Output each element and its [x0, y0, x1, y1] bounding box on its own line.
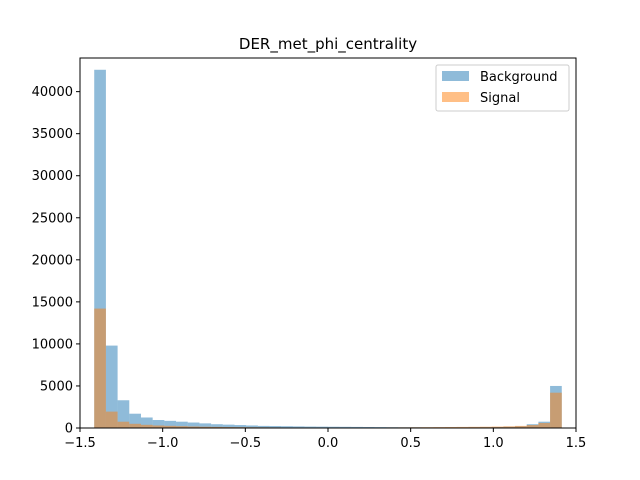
background-bar — [140, 417, 153, 428]
x-tick-label: −0.5 — [230, 436, 262, 451]
legend-swatch-background — [442, 71, 469, 81]
x-axis: −1.5 −1.0 −0.5 0.0 0.5 1.0 1.5 — [64, 428, 586, 451]
background-bar — [269, 426, 282, 428]
background-bar — [222, 424, 235, 428]
background-bar — [304, 426, 317, 428]
x-tick-label: 0.0 — [318, 436, 339, 451]
y-tick-label: 20000 — [32, 253, 73, 268]
signal-bar — [479, 426, 492, 428]
background-bar — [257, 425, 270, 428]
signal-bar — [550, 392, 562, 428]
background-bar — [339, 426, 352, 428]
x-tick-label: 1.0 — [483, 436, 504, 451]
background-bar — [187, 422, 200, 428]
signal-bar — [503, 426, 516, 428]
y-tick-label: 30000 — [32, 169, 73, 184]
legend-swatch-signal — [442, 92, 469, 102]
signal-bar — [129, 423, 141, 428]
y-tick-label: 40000 — [32, 85, 73, 100]
signal-bar — [444, 426, 457, 428]
signal-bar — [538, 422, 551, 428]
background-bar — [164, 420, 177, 428]
background-bar — [117, 400, 130, 428]
y-tick-label: 5000 — [40, 379, 73, 394]
signal-bar — [491, 426, 504, 428]
background-bar — [129, 413, 141, 428]
background-bar — [234, 425, 247, 428]
x-tick-label: −1.5 — [64, 436, 96, 451]
signal-bar — [199, 426, 212, 428]
signal-bar — [152, 425, 165, 428]
chart-title: DER_met_phi_centrality — [239, 35, 417, 54]
background-bar — [199, 423, 212, 428]
background-bar — [281, 426, 293, 428]
background-bar — [176, 421, 188, 428]
background-bar — [292, 426, 305, 428]
background-bar — [351, 426, 364, 428]
legend-box — [435, 64, 570, 112]
background-bar — [105, 345, 118, 428]
y-tick-label: 10000 — [32, 337, 73, 352]
background-bar — [328, 426, 340, 428]
background-bar — [211, 424, 223, 428]
signal-bar — [526, 425, 539, 428]
signal-bar — [211, 426, 223, 428]
y-tick-label: 0 — [65, 422, 73, 437]
signal-bar — [176, 426, 188, 428]
signal-bar — [468, 426, 480, 428]
y-tick-label: 15000 — [32, 295, 73, 310]
signal-bar — [515, 425, 527, 428]
signal-bar — [456, 426, 469, 428]
background-bar — [246, 425, 258, 428]
y-tick-label: 25000 — [32, 211, 73, 226]
signal-bar — [140, 424, 153, 428]
legend-label-background: Background — [480, 70, 558, 85]
signal-bar — [164, 425, 177, 428]
background-bar — [316, 426, 328, 428]
signal-bar — [187, 426, 200, 428]
signal-bar — [117, 421, 130, 428]
x-tick-label: 1.5 — [566, 436, 587, 451]
y-tick-label: 35000 — [32, 127, 73, 142]
background-bar — [152, 420, 165, 428]
legend: Background Signal — [435, 64, 570, 112]
legend-label-signal: Signal — [480, 91, 520, 106]
signal-bar — [105, 411, 118, 428]
background-bar — [94, 69, 106, 428]
x-tick-label: 0.5 — [400, 436, 421, 451]
y-axis: 0 5000 10000 15000 20000 25000 30000 35000 40000 — [32, 85, 80, 437]
signal-bar — [94, 308, 106, 428]
x-tick-label: −1.0 — [147, 436, 179, 451]
